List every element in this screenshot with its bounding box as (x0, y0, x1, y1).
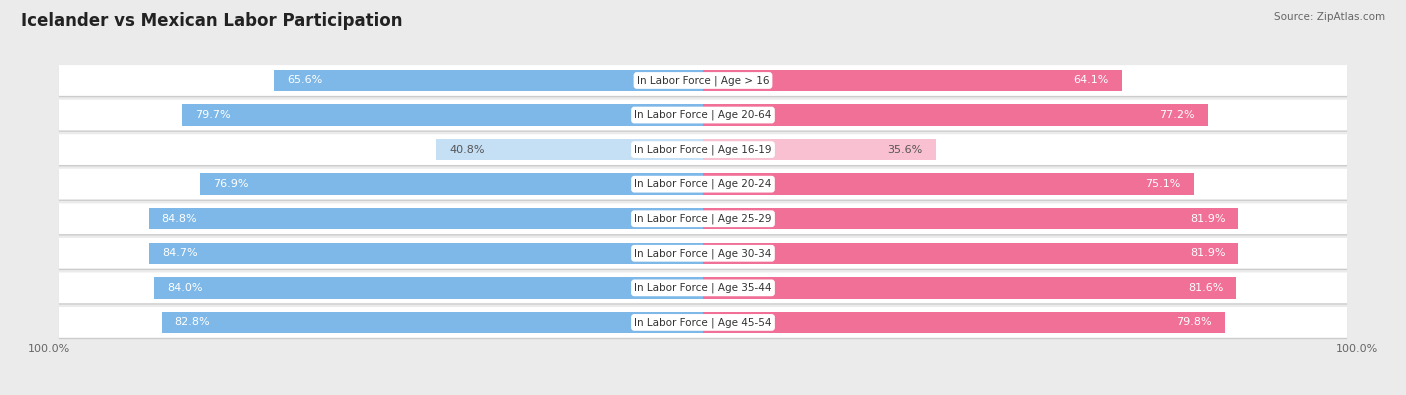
FancyBboxPatch shape (59, 66, 1347, 97)
Text: 77.2%: 77.2% (1159, 110, 1195, 120)
FancyBboxPatch shape (59, 238, 1347, 269)
FancyBboxPatch shape (59, 308, 1347, 339)
Bar (274, 70, 703, 91)
Text: In Labor Force | Age 20-64: In Labor Force | Age 20-64 (634, 110, 772, 120)
Text: 84.0%: 84.0% (167, 283, 202, 293)
Text: In Labor Force | Age 30-34: In Labor Force | Age 30-34 (634, 248, 772, 259)
Text: 64.1%: 64.1% (1074, 75, 1109, 85)
Text: 35.6%: 35.6% (887, 145, 922, 154)
Bar (703, 208, 1239, 229)
Text: 81.9%: 81.9% (1189, 214, 1226, 224)
Text: 65.6%: 65.6% (287, 75, 322, 85)
Text: 79.7%: 79.7% (195, 110, 231, 120)
Text: Icelander vs Mexican Labor Participation: Icelander vs Mexican Labor Participation (21, 12, 402, 30)
FancyBboxPatch shape (59, 239, 1347, 270)
Text: 76.9%: 76.9% (214, 179, 249, 189)
FancyBboxPatch shape (59, 169, 1347, 199)
Bar (149, 243, 703, 264)
Bar (162, 312, 703, 333)
FancyBboxPatch shape (59, 101, 1347, 132)
Bar (703, 104, 1208, 126)
Bar (703, 312, 1225, 333)
FancyBboxPatch shape (59, 307, 1347, 338)
Text: In Labor Force | Age 20-24: In Labor Force | Age 20-24 (634, 179, 772, 190)
FancyBboxPatch shape (59, 273, 1347, 303)
FancyBboxPatch shape (59, 274, 1347, 305)
Bar (703, 70, 1122, 91)
Text: In Labor Force | Age 35-44: In Labor Force | Age 35-44 (634, 282, 772, 293)
FancyBboxPatch shape (59, 170, 1347, 201)
FancyBboxPatch shape (59, 203, 1347, 234)
Text: In Labor Force | Age 16-19: In Labor Force | Age 16-19 (634, 144, 772, 155)
Legend: Icelander, Mexican: Icelander, Mexican (613, 393, 793, 395)
Text: 82.8%: 82.8% (174, 318, 211, 327)
Bar (703, 173, 1194, 195)
Text: In Labor Force | Age 45-54: In Labor Force | Age 45-54 (634, 317, 772, 328)
FancyBboxPatch shape (59, 100, 1347, 130)
Text: In Labor Force | Age 25-29: In Labor Force | Age 25-29 (634, 213, 772, 224)
Text: 84.8%: 84.8% (162, 214, 197, 224)
Bar (149, 208, 703, 229)
Bar (703, 243, 1239, 264)
Bar (181, 104, 703, 126)
Bar (200, 173, 703, 195)
Bar (436, 139, 703, 160)
Bar (153, 277, 703, 299)
Text: Source: ZipAtlas.com: Source: ZipAtlas.com (1274, 12, 1385, 22)
Bar (703, 139, 936, 160)
Text: 81.9%: 81.9% (1189, 248, 1226, 258)
FancyBboxPatch shape (59, 65, 1347, 96)
Text: 79.8%: 79.8% (1175, 318, 1212, 327)
FancyBboxPatch shape (59, 134, 1347, 165)
Text: 75.1%: 75.1% (1146, 179, 1181, 189)
Text: In Labor Force | Age > 16: In Labor Force | Age > 16 (637, 75, 769, 86)
Text: 84.7%: 84.7% (162, 248, 198, 258)
Bar (703, 277, 1236, 299)
Text: 81.6%: 81.6% (1188, 283, 1223, 293)
FancyBboxPatch shape (59, 135, 1347, 166)
FancyBboxPatch shape (59, 205, 1347, 235)
Text: 40.8%: 40.8% (450, 145, 485, 154)
